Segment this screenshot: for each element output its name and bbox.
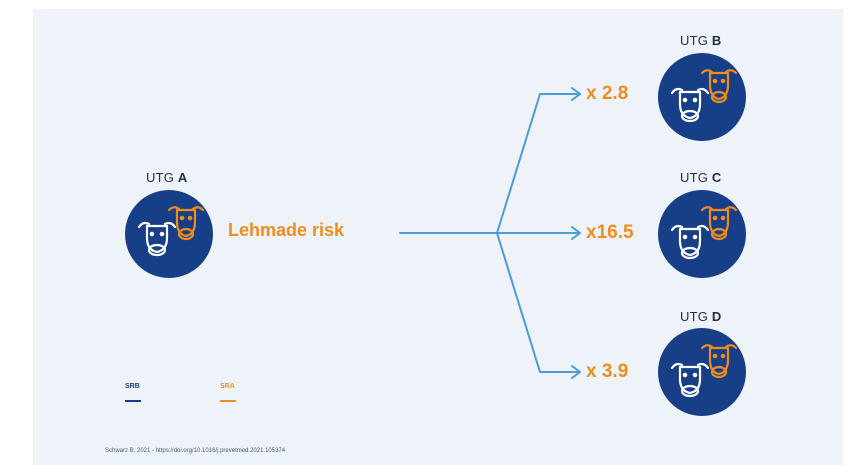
multiplier-c: x16.5	[586, 222, 634, 243]
arrow-to-b	[496, 93, 581, 234]
cattle-pair-icon	[137, 206, 205, 257]
legend-swatch-srb	[125, 400, 141, 402]
lifetime-risk-label: Lehmade risk	[228, 220, 345, 240]
origin-circle	[125, 190, 213, 278]
legend-label-sra: SRA	[220, 383, 235, 390]
arrowhead-c	[571, 226, 581, 240]
target-b-circle	[658, 53, 746, 141]
arrow-to-d	[496, 232, 581, 373]
target-d-label: UTG D	[680, 309, 722, 324]
legend-label-srb: SRB	[125, 383, 140, 390]
cattle-pair-icon	[670, 344, 738, 398]
legend-swatch-sra	[220, 400, 236, 402]
target-c-label: UTG C	[680, 170, 722, 185]
target-c-circle	[658, 190, 746, 278]
target-b-label: UTG B	[680, 33, 722, 48]
arrowhead-d	[571, 365, 581, 379]
cattle-pair-icon	[670, 69, 738, 123]
multiplier-b: x 2.8	[586, 83, 629, 104]
arrowhead-b	[571, 87, 581, 101]
cattle-pair-icon	[670, 206, 738, 260]
origin-label: UTG A	[146, 170, 188, 185]
target-d-circle	[658, 328, 746, 416]
source-citation: Schwarz B, 2021 - https://doi.org/10.101…	[105, 448, 286, 454]
multiplier-d: x 3.9	[586, 361, 629, 382]
